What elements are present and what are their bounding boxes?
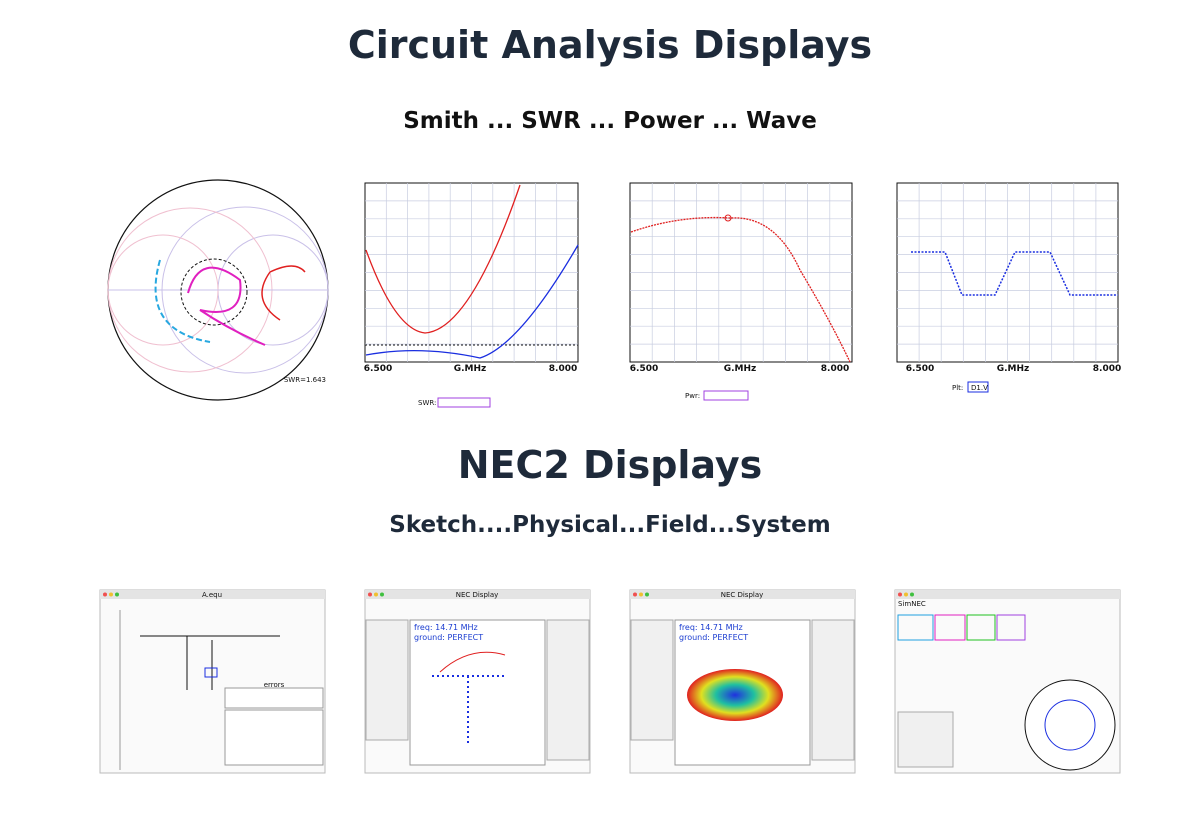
axis-label: G.MHz — [724, 364, 757, 374]
freq-label: freq: 14.71 MHz — [414, 623, 478, 632]
legend-label: Pwr: — [685, 392, 700, 400]
window-title: SimNEC — [898, 600, 926, 608]
axis-label: 6.500 — [630, 364, 658, 374]
ground-label: ground: PERFECT — [679, 633, 748, 642]
section-subtitle: Smith ... SWR ... Power ... Wave — [403, 108, 817, 134]
section-title: Circuit Analysis Displays — [348, 23, 872, 67]
panel-title: errors — [264, 681, 285, 689]
field-window-image: NEC Display freq: 14.71 MHz ground: PERF… — [629, 589, 856, 774]
window-title: NEC Display — [721, 591, 764, 599]
physical-window-image: NEC Display freq: 14.71 MHz ground: PERF… — [364, 589, 591, 774]
section-subtitle: Sketch....Physical...Field...System — [389, 512, 830, 538]
smith-chart-image: SWR=1.643 — [107, 179, 329, 401]
section-title: NEC2 Displays — [458, 443, 763, 487]
axis-label: 6.500 — [906, 364, 934, 374]
swr-plot-image: 6.500 G.MHz 8.000 SWR: — [364, 182, 579, 408]
axis-label: 8.000 — [549, 364, 577, 374]
window-title: NEC Display — [456, 591, 499, 599]
legend-label: Plt: — [952, 384, 963, 392]
power-plot-image: 6.500 G.MHz 8.000 Pwr: — [629, 182, 853, 401]
trace-label: D1.V — [971, 384, 988, 392]
system-window-image: SimNEC — [894, 589, 1121, 774]
axis-label: 6.500 — [364, 364, 392, 374]
axis-label: 8.000 — [1093, 364, 1121, 374]
window-title: A.equ — [202, 591, 222, 599]
wave-plot-image: 6.500 G.MHz 8.000 Plt: D1.V — [896, 182, 1121, 393]
axis-label: G.MHz — [997, 364, 1030, 374]
ground-label: ground: PERFECT — [414, 633, 483, 642]
axis-label: G.MHz — [454, 364, 487, 374]
axis-label: 8.000 — [821, 364, 849, 374]
sketch-window-image: A.equ errors — [99, 589, 326, 774]
legend-label: SWR: — [418, 399, 436, 407]
freq-label: freq: 14.71 MHz — [679, 623, 743, 632]
image-caption: SWR=1.643 — [284, 376, 326, 384]
